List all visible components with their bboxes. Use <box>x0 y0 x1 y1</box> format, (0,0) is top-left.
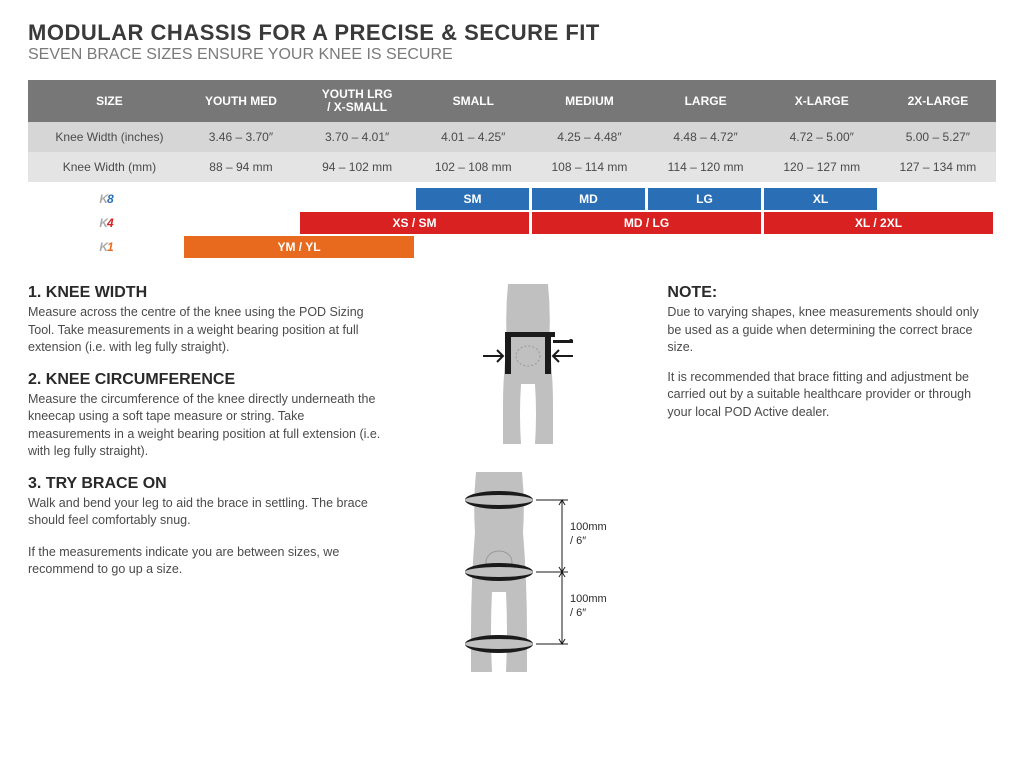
instruction-3: 3. TRY BRACE ON Walk and bend your leg t… <box>28 475 389 530</box>
col-lg: LARGE <box>648 80 764 122</box>
page-subtitle: SEVEN BRACE SIZES ENSURE YOUR KNEE IS SE… <box>28 46 996 64</box>
model-row-k1: K1 YM / YL <box>30 236 994 258</box>
instruction-extra: If the measurements indicate you are bet… <box>28 544 389 579</box>
knee-circumference-diagram: 100mm / 6″ 100mm / 6″ <box>428 472 628 672</box>
svg-text:100mm: 100mm <box>570 521 607 533</box>
model-label-k1: K1 <box>30 236 182 258</box>
col-md: MEDIUM <box>531 80 647 122</box>
col-size: SIZE <box>28 80 183 122</box>
model-label-k8: K8 <box>30 188 182 210</box>
col-2xl: 2X-LARGE <box>880 80 996 122</box>
note-box: NOTE: Due to varying shapes, knee measur… <box>667 284 996 421</box>
col-sm: SMALL <box>415 80 531 122</box>
table-row: Knee Width (mm) 88 – 94 mm 94 – 102 mm 1… <box>28 152 996 182</box>
size-table: SIZE YOUTH MED YOUTH LRG/ X-SMALL SMALL … <box>28 80 996 182</box>
instruction-1: 1. KNEE WIDTH Measure across the centre … <box>28 284 389 357</box>
col-xl: X-LARGE <box>764 80 880 122</box>
model-row-k8: K8 SM MD LG XL <box>30 188 994 210</box>
model-row-k4: K4 XS / SM MD / LG XL / 2XL <box>30 212 994 234</box>
svg-text:100mm: 100mm <box>570 593 607 605</box>
table-row: Knee Width (inches) 3.46 – 3.70″ 3.70 – … <box>28 122 996 152</box>
col-ym: YOUTH MED <box>183 80 299 122</box>
page-title: MODULAR CHASSIS FOR A PRECISE & SECURE F… <box>28 20 996 46</box>
knee-width-diagram <box>453 284 603 444</box>
instruction-2: 2. KNEE CIRCUMFERENCE Measure the circum… <box>28 371 389 461</box>
model-label-k4: K4 <box>30 212 182 234</box>
svg-text:/ 6″: / 6″ <box>570 535 586 547</box>
model-bars: K8 SM MD LG XL K4 XS / SM MD / LG XL / 2… <box>28 186 996 260</box>
col-yl: YOUTH LRG/ X-SMALL <box>299 80 415 122</box>
table-header-row: SIZE YOUTH MED YOUTH LRG/ X-SMALL SMALL … <box>28 80 996 122</box>
svg-text:/ 6″: / 6″ <box>570 607 586 619</box>
